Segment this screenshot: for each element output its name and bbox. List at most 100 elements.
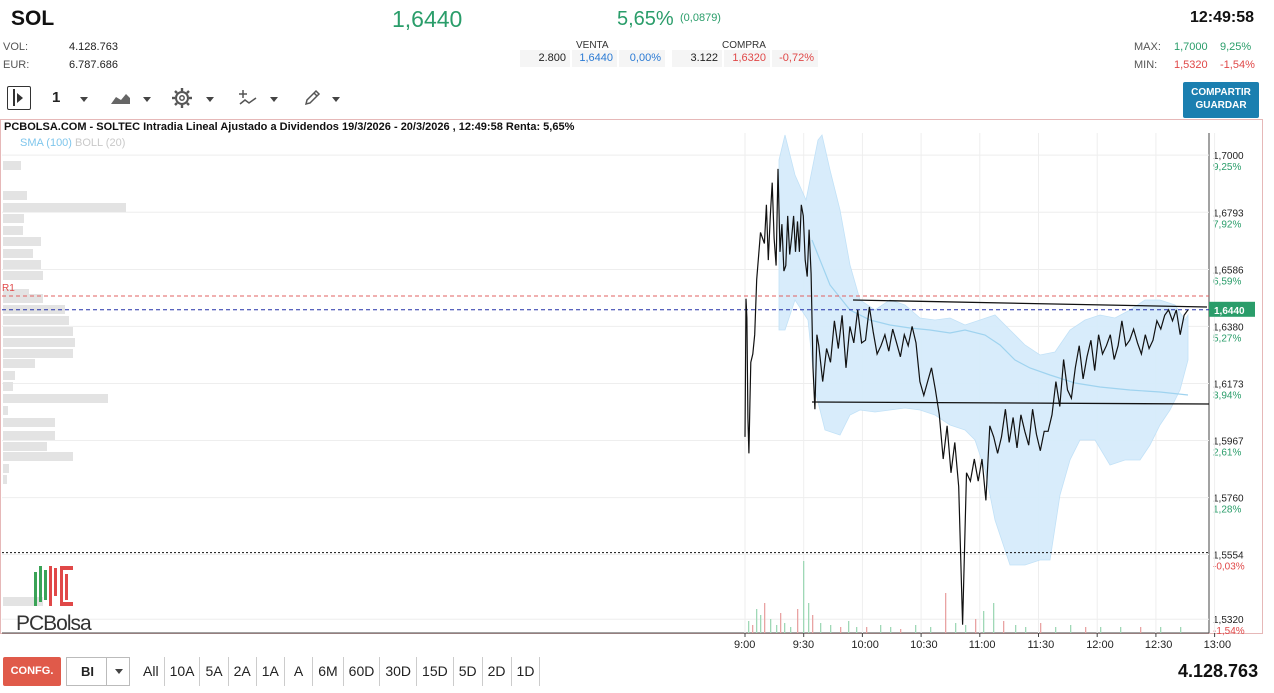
period-tabs: All 10A 5A 2A 1A A 6M 60D 30D 15D 5D 2D … [138,657,541,686]
x-tick-label: 11:00 [969,639,996,651]
period-5a[interactable]: 5A [200,657,229,686]
chart-type-selector[interactable] [110,88,154,108]
share-save-button[interactable]: COMPARTIR GUARDAR [1183,82,1259,118]
panel-toggle-icon[interactable] [7,86,31,110]
volume-bar [820,623,822,633]
chevron-down-icon [206,97,214,102]
volume-bar [866,627,868,633]
max-label: MAX: [1134,41,1161,53]
volume-bar [915,625,917,633]
volume-bar [1070,625,1072,633]
y-tick-label: 1,5967 [1213,436,1244,447]
indicators-selector[interactable] [237,88,281,108]
volume-bar [983,611,985,633]
volume-profile-bar [3,349,73,358]
y-tick-percent: 9,25% [1213,162,1241,173]
r1-label: R1 [2,283,15,294]
volume-bar [756,609,758,633]
buy-quantity: 3.122 [672,50,722,67]
total-volume: 4.128.763 [1178,661,1259,681]
volume-profile-bar [3,191,27,200]
volume-profile-bar [3,418,55,427]
price-line [744,168,1189,625]
max-value: 1,7000 [1174,41,1208,53]
volume-bar [993,603,995,633]
y-tick-percent: 6,59% [1213,276,1241,287]
volume-bar [840,627,842,633]
bollinger-band [778,134,1189,566]
y-tick-label: 1,5760 [1213,494,1244,505]
volume-value: 4.128.763 [69,41,118,53]
period-a[interactable]: A [285,657,314,686]
y-tick-percent: 1,28% [1213,505,1241,516]
last-price-marker-label: 1,6440 [1214,306,1245,317]
config-button[interactable]: CONFG. [3,657,61,686]
period-30d[interactable]: 30D [380,657,418,686]
quote-time: 12:49:58 [1190,9,1255,26]
interval-value: 1 [52,89,61,106]
period-1d[interactable]: 1D [512,657,541,686]
indicator-legend: SMA (100) BOLL (20) [20,137,125,149]
volume-profile-bar [3,597,43,606]
y-tick-label: 1,6173 [1213,380,1244,391]
buy-price: 1,6320 [724,50,770,67]
euro-volume-label: EUR: [3,59,30,71]
chevron-down-icon [115,669,123,674]
chevron-down-icon [270,97,278,102]
period-60d[interactable]: 60D [344,657,381,686]
volume-bar [1160,627,1162,633]
resistance-trendline [852,299,1208,308]
volume-bar [760,615,762,633]
volume-profile-bar [3,214,24,223]
volume-bar [1040,623,1042,633]
volume-bar [900,629,902,633]
volume-profile-bar [3,249,33,258]
buy-percent: -0,72% [772,50,818,67]
volume-bar [1025,627,1027,633]
settings-selector[interactable] [171,87,217,109]
volume-profile-bar [3,226,23,235]
volume-bar [752,625,754,633]
support-trendline [811,401,1210,405]
volume-bar [856,627,858,633]
volume-profile-bar [3,431,55,440]
period-2d[interactable]: 2D [483,657,512,686]
x-tick-label: 10:30 [910,639,938,651]
y-tick-label: 1,5320 [1213,615,1244,626]
y-tick-percent: 5,27% [1213,333,1241,344]
volume-profile-bar [3,338,75,347]
change-percent: 5,65% [617,8,674,30]
ticker-symbol: SOL [11,7,55,30]
drawing-tools-selector[interactable] [303,88,343,108]
volume-profile-bar [3,371,15,380]
last-price: 1,6440 [392,6,463,32]
period-15d[interactable]: 15D [417,657,454,686]
volume-bar [790,627,792,633]
period-all[interactable]: All [138,657,165,686]
volume-bar [1015,625,1017,633]
y-tick-percent: 3,94% [1213,391,1241,402]
volume-bar [930,627,932,633]
period-5d[interactable]: 5D [454,657,483,686]
interval-selector[interactable]: 1 [46,88,91,108]
period-10a[interactable]: 10A [165,657,201,686]
volume-bar [830,625,832,633]
period-1a[interactable]: 1A [257,657,285,686]
volume-bar [880,625,882,633]
volume-profile-bar [3,289,29,298]
chevron-down-icon [80,97,88,102]
period-6m[interactable]: 6M [313,657,344,686]
volume-profile-bar [3,442,47,451]
max-percent: 9,25% [1220,41,1252,53]
bi-selector[interactable]: BI [66,657,130,686]
volume-bar [1055,627,1057,633]
period-2a[interactable]: 2A [229,657,257,686]
chevron-down-icon [332,97,340,102]
sell-percent: 0,00% [619,50,665,67]
volume-label: VOL: [3,41,29,53]
x-tick-label: 9:30 [793,639,814,651]
volume-bar [945,593,947,633]
volume-bar [808,603,810,633]
y-tick-percent: 2,61% [1213,447,1241,458]
